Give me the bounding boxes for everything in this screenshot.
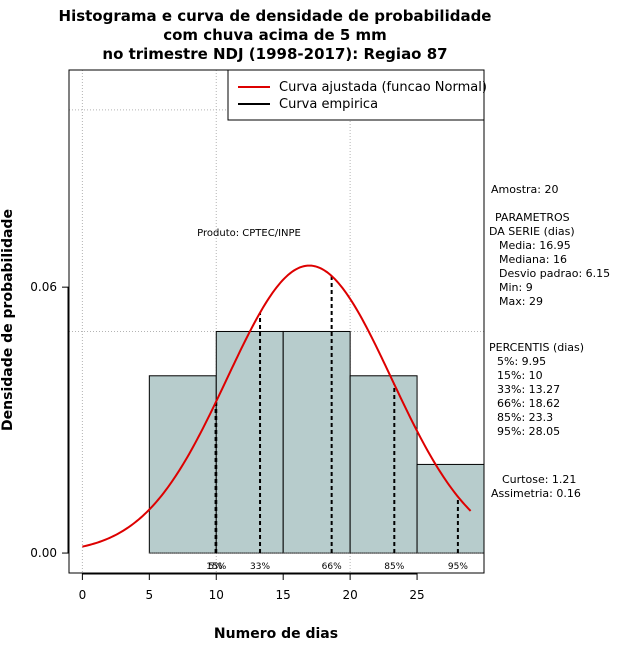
- stat-assimetria: Assimetria: 0.16: [491, 487, 581, 500]
- stat-p15: 15%: 10: [497, 369, 543, 382]
- produto-annotation: Produto: CPTEC/INPE: [197, 228, 301, 239]
- chart-title-line-3: no trimestre NDJ (1998-2017): Regiao 87: [102, 45, 447, 63]
- stat-parametros-title-1: PARAMETROS: [495, 211, 570, 224]
- percentile-label: 95%: [448, 562, 468, 572]
- stat-percentis-title: PERCENTIS (dias): [489, 341, 584, 354]
- x-tick-label: 25: [409, 588, 424, 602]
- x-tick-label: 0: [79, 588, 87, 602]
- legend-label-empirica: Curva empirica: [279, 97, 378, 112]
- stat-desvio: Desvio padrao: 6.15: [499, 267, 610, 280]
- x-tick-label: 5: [146, 588, 154, 602]
- legend: Curva ajustada (funcao Normal) Curva emp…: [227, 69, 487, 121]
- percentile-label: 85%: [384, 562, 404, 572]
- histogram-bar: [282, 330, 351, 554]
- stat-mediana: Mediana: 16: [499, 253, 567, 266]
- percentile-label: 33%: [250, 562, 270, 572]
- chart-title-line-2: com chuva acima de 5 mm: [163, 26, 387, 44]
- chart-title-line-1: Histograma e curva de densidade de proba…: [59, 7, 492, 25]
- x-tick-label: 10: [209, 588, 224, 602]
- y-axis-label: Densidade de probabilidade: [0, 209, 16, 431]
- legend-box: [227, 69, 485, 121]
- stat-media: Media: 16.95: [499, 239, 571, 252]
- legend-label-normal: Curva ajustada (funcao Normal): [279, 80, 487, 95]
- stats-panel: Amostra: 20 PARAMETROS DA SERIE (dias) M…: [489, 183, 610, 500]
- histogram-bar: [349, 375, 418, 554]
- stat-p95: 95%: 28.05: [497, 425, 560, 438]
- stat-p33: 33%: 13.27: [497, 383, 560, 396]
- percentile-label: 5%: [208, 562, 223, 572]
- percentile-lines-layer: 5%15% 33% 66% 85% 95%: [206, 275, 468, 572]
- stat-max: Max: 29: [499, 295, 543, 308]
- x-tick-label: 15: [276, 588, 291, 602]
- normal-curve: [82, 264, 472, 548]
- stat-min: Min: 9: [499, 281, 533, 294]
- y-tick-label: 0.00: [30, 546, 57, 560]
- x-tick-label: 20: [342, 588, 357, 602]
- histogram-bar: [215, 330, 284, 554]
- y-tick-label: 0.06: [30, 280, 57, 294]
- stat-p66: 66%: 18.62: [497, 397, 560, 410]
- curve-layer: [82, 264, 472, 548]
- x-axis-label: Numero de dias: [214, 626, 338, 642]
- stat-amostra: Amostra: 20: [491, 183, 558, 196]
- bars-layer: [148, 330, 485, 554]
- histogram-bar: [416, 463, 485, 554]
- stat-p85: 85%: 23.3: [497, 411, 553, 424]
- axes-layer: 0 5 10 15 20 25 0.00 0.06: [30, 280, 424, 602]
- stat-p5: 5%: 9.95: [497, 355, 546, 368]
- stat-parametros-title-2: DA SERIE (dias): [489, 225, 575, 238]
- percentile-label: 15%: [206, 562, 226, 572]
- stat-curtose: Curtose: 1.21: [502, 473, 576, 486]
- percentile-label: 66%: [322, 562, 342, 572]
